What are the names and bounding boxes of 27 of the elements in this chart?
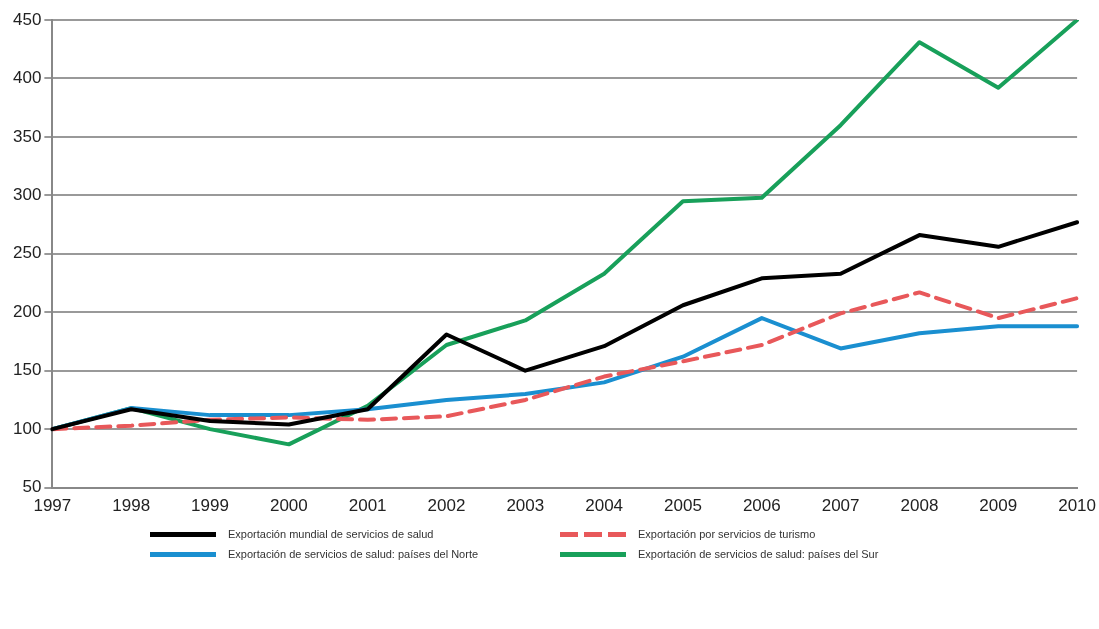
x-tick-label: 2001	[348, 496, 387, 516]
legend-label: Exportación mundial de servicios de salud	[228, 528, 434, 540]
x-tick-label: 2006	[742, 496, 781, 516]
x-tick-label: 1999	[191, 496, 229, 516]
x-tick-label: 2008	[900, 496, 939, 516]
x-tick-label: 2005	[664, 496, 702, 516]
x-tick-label: 1998	[112, 496, 151, 516]
x-tick-label: 2004	[585, 496, 624, 516]
y-tick-label: 150	[12, 360, 42, 380]
y-tick-label: 400	[12, 68, 42, 88]
x-tick-label: 2003	[506, 496, 545, 516]
y-tick-label: 300	[12, 185, 42, 205]
y-tick-label: 350	[12, 126, 42, 146]
legend-label: Exportación de servicios de salud: países del Sur	[638, 548, 879, 560]
x-tick-label: 2009	[979, 496, 1018, 516]
x-tick-label: 2007	[821, 496, 860, 516]
legend-label: Exportación de servicios de salud: países del Norte	[228, 548, 479, 560]
x-tick-label: 2002	[427, 496, 466, 516]
x-tick-label: 2010	[1058, 496, 1096, 516]
x-tick-label: 1997	[33, 496, 72, 516]
y-tick-label: 200	[12, 301, 42, 321]
y-tick-label: 450	[12, 9, 42, 29]
legend-label: Exportación por servicios de turismo	[638, 528, 816, 540]
y-tick-label: 100	[12, 418, 42, 438]
y-tick-label: 50	[22, 477, 42, 497]
y-tick-label: 250	[12, 243, 42, 263]
x-tick-label: 2000	[269, 496, 308, 516]
